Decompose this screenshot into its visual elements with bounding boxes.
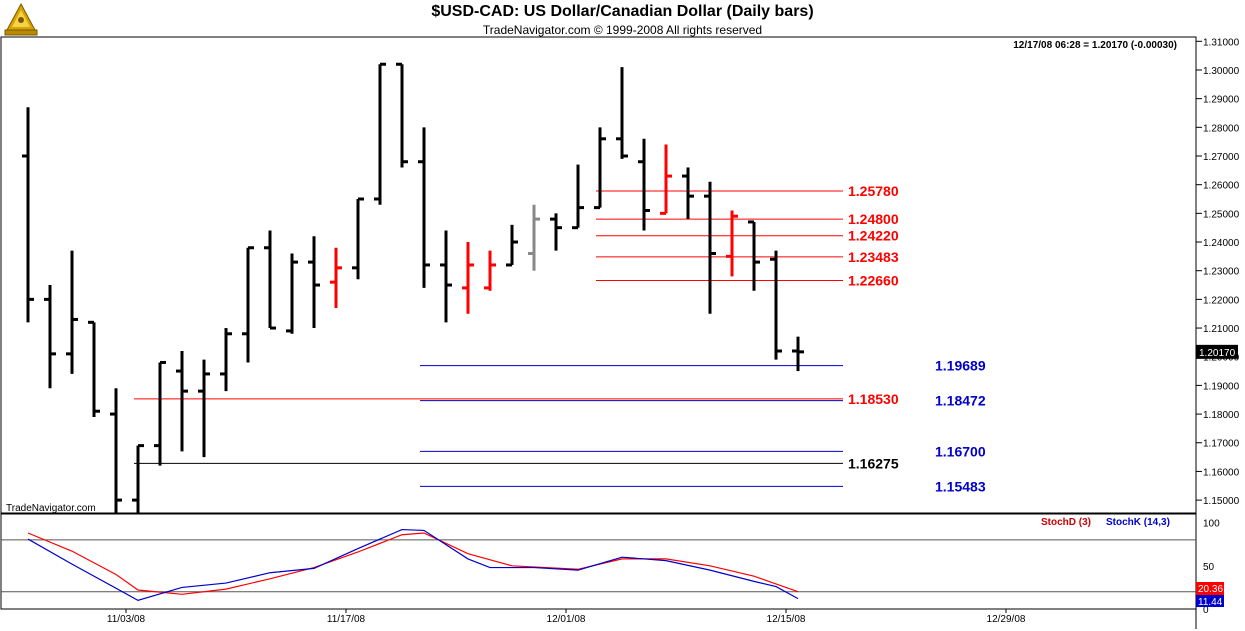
stochd-line [27,532,799,595]
price-tick-label: 1.17000 [1203,439,1240,450]
last-price-badge [1196,344,1238,359]
price-tick-label: 1.28000 [1203,123,1240,134]
level-label: 1.16700 [935,443,986,459]
level-label: 1.18530 [848,391,899,407]
price-tick-label: 1.30000 [1203,66,1240,77]
level-label: 1.22660 [848,272,899,288]
stochk-value-label: 11.44 [1198,597,1223,608]
chart-header: $USD-CAD: US Dollar/Canadian Dollar (Dai… [0,0,1245,40]
date-tick-label: 11/03/08 [107,614,146,625]
last-price-badge-label: 1.20170 [1199,348,1236,359]
oscillator-tick-label: 50 [1203,562,1215,573]
copyright-notice: TradeNavigator.com © 1999-2008 All right… [482,23,763,37]
level-label: 1.24220 [848,228,899,244]
date-tick-label: 11/17/08 [327,614,366,625]
level-label: 1.18472 [935,393,986,409]
price-tick-label: 1.19000 [1203,381,1240,392]
price-tick-label: 1.29000 [1203,95,1240,106]
price-tick-label: 1.27000 [1203,152,1240,163]
stochk-line [27,528,799,602]
level-label: 1.19689 [935,358,986,374]
level-label: 1.25780 [848,183,899,199]
date-tick-label: 12/01/08 [547,614,586,625]
tradenavigator-logo-icon [3,2,39,37]
price-tick-label: 1.26000 [1203,181,1240,192]
price-panel-frame [0,36,1197,514]
stochk-value-badge [1196,595,1224,607]
date-tick-label: 12/29/08 [987,614,1026,625]
level-label: 1.24800 [848,211,899,227]
stochk-legend: StochK (14,3) [1106,517,1170,528]
oscillator-tick-label: 0 [1203,605,1209,616]
stochd-legend: StochD (3) [1041,517,1091,528]
oscillator-tick-label: 100 [1203,519,1220,530]
price-tick-label: 1.22000 [1203,295,1240,306]
oscillator-panel-frame [0,513,1197,610]
price-tick-label: 1.25000 [1203,209,1240,220]
price-tick-label: 1.16000 [1203,467,1240,478]
last-quote-text: 12/17/08 06:28 = 1.20170 (-0.00030) [1013,40,1177,51]
level-label: 1.15483 [935,478,986,494]
watermark-text: TradeNavigator.com [6,503,96,514]
date-tick-label: 12/15/08 [767,614,806,625]
price-tick-label: 1.24000 [1203,238,1240,249]
price-tick-label: 1.21000 [1203,324,1240,335]
price-tick-label: 1.15000 [1203,496,1240,507]
level-label: 1.16275 [848,455,899,471]
stochd-value-label: 20.36 [1198,584,1223,595]
price-tick-label: 1.23000 [1203,267,1240,278]
price-tick-label: 1.31000 [1203,37,1240,48]
price-tick-label: 1.18000 [1203,410,1240,421]
level-label: 1.23483 [848,249,899,265]
stochd-value-badge [1196,582,1224,595]
chart-title: $USD-CAD: US Dollar/Canadian Dollar (Dai… [431,3,814,20]
